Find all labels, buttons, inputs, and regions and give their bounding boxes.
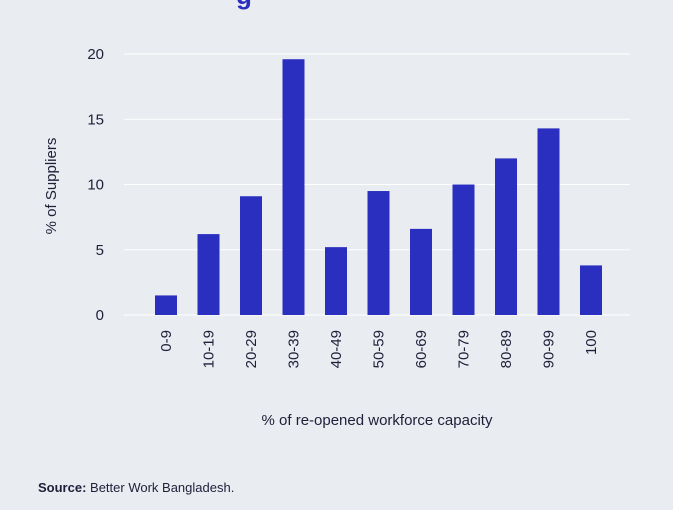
y-axis-label: % of Suppliers bbox=[43, 138, 60, 235]
x-tick-label: 20-29 bbox=[243, 330, 260, 368]
source-note: Source: Better Work Bangladesh. bbox=[38, 480, 234, 495]
y-tick-label: 0 bbox=[96, 307, 104, 324]
x-tick-label: 40-49 bbox=[328, 330, 345, 368]
y-axis-ticks: 0 5 10 15 20 bbox=[87, 46, 104, 324]
y-tick-label: 10 bbox=[87, 177, 104, 194]
source-text: Better Work Bangladesh. bbox=[90, 480, 235, 495]
y-tick-label: 5 bbox=[96, 242, 104, 259]
x-tick-label: 100 bbox=[583, 330, 600, 355]
x-tick-label: 50-59 bbox=[371, 330, 388, 368]
bar bbox=[410, 228, 432, 315]
y-tick-label: 20 bbox=[87, 46, 104, 63]
x-tick-label: 0-9 bbox=[158, 330, 175, 352]
x-axis-label: % of re-opened workforce capacity bbox=[262, 412, 493, 429]
bar bbox=[325, 247, 347, 315]
bar bbox=[452, 184, 475, 315]
bars bbox=[155, 59, 602, 315]
x-tick-label: 90-99 bbox=[541, 330, 558, 368]
bar bbox=[537, 128, 560, 315]
x-axis-ticks: 0-9 10-19 20-29 30-39 40-49 50-59 60-69 70-79 80… bbox=[158, 330, 600, 368]
x-tick-label: 30-39 bbox=[286, 330, 303, 368]
source-label: Source: bbox=[38, 480, 87, 495]
x-tick-label: 60-69 bbox=[413, 330, 430, 368]
bar bbox=[197, 234, 220, 315]
bar bbox=[580, 265, 602, 315]
bar bbox=[240, 196, 262, 315]
bar bbox=[495, 158, 517, 315]
y-tick-label: 15 bbox=[87, 111, 104, 128]
x-tick-label: 10-19 bbox=[201, 330, 218, 368]
x-tick-label: 70-79 bbox=[456, 330, 473, 368]
bar bbox=[367, 191, 390, 315]
bar bbox=[282, 59, 305, 315]
chart-title-fragment: g bbox=[236, 0, 252, 10]
bar bbox=[155, 295, 177, 315]
x-tick-label: 80-89 bbox=[498, 330, 515, 368]
